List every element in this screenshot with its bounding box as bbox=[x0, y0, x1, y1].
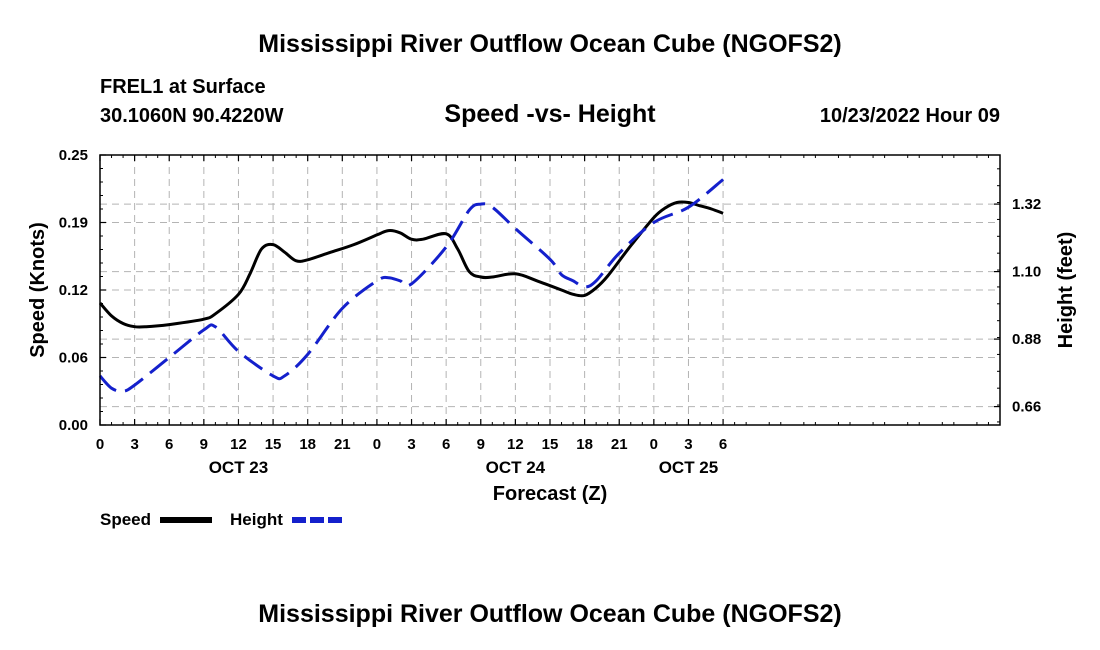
y-tick-label: 0.00 bbox=[59, 417, 88, 434]
data-series bbox=[98, 178, 725, 393]
x-tick-label: 15 bbox=[542, 436, 559, 453]
y-tick-label: 0.25 bbox=[59, 147, 88, 164]
y-axis-title: Speed (Knots) bbox=[27, 222, 49, 358]
x-tick-label: 12 bbox=[230, 436, 247, 453]
plot-frame bbox=[99, 154, 1001, 426]
x-tick-label: 9 bbox=[477, 436, 485, 453]
legend-label: Height bbox=[230, 510, 283, 529]
x-tick-label: 21 bbox=[334, 436, 351, 453]
y2-tick-label: 0.88 bbox=[1012, 331, 1041, 348]
y-tick-label: 0.12 bbox=[59, 282, 88, 299]
x-tick-label: 6 bbox=[165, 436, 173, 453]
x-tick-label: 18 bbox=[576, 436, 593, 453]
y2-tick-label: 0.66 bbox=[1012, 399, 1041, 416]
x-tick-label: 12 bbox=[507, 436, 524, 453]
forecast-datetime: 10/23/2022 Hour 09 bbox=[819, 105, 1000, 127]
station-name: FREL1 at Surface bbox=[100, 76, 266, 98]
y-tick-label: 0.19 bbox=[59, 215, 88, 232]
x-tick-label: 21 bbox=[611, 436, 628, 453]
x-tick-label: 9 bbox=[200, 436, 208, 453]
chart-subtitle: Speed -vs- Height bbox=[444, 100, 656, 128]
series-line-height bbox=[98, 178, 725, 393]
x-tick-label: 18 bbox=[299, 436, 316, 453]
legend: Speed Height bbox=[100, 510, 344, 529]
x-tick-label: 6 bbox=[719, 436, 727, 453]
x-tick-label: 15 bbox=[265, 436, 282, 453]
series-line-speed bbox=[98, 200, 724, 329]
x-tick-label: 0 bbox=[96, 436, 104, 453]
x-tick-label: 3 bbox=[684, 436, 692, 453]
chart-title: Mississippi River Outflow Ocean Cube (NG… bbox=[258, 30, 842, 58]
x-tick-label: 3 bbox=[130, 436, 138, 453]
next-chart-title: Mississippi River Outflow Ocean Cube (NG… bbox=[258, 600, 842, 628]
y2-tick-label: 1.10 bbox=[1012, 264, 1041, 281]
y-tick-label: 0.06 bbox=[59, 350, 88, 367]
station-coordinates: 30.1060N 90.4220W bbox=[100, 105, 284, 127]
date-label: OCT 24 bbox=[486, 458, 546, 477]
x-tick-label: 6 bbox=[442, 436, 450, 453]
axis-labels: 0 3 6 9 12 15 18 21 0 3 6 9 12 15 18 21 0 3 6 0.00 0.06 0.12 0… bbox=[27, 147, 1077, 505]
x-tick-label: 0 bbox=[650, 436, 658, 453]
grid-lines bbox=[100, 155, 1000, 425]
x-tick-label: 3 bbox=[407, 436, 415, 453]
y2-tick-label: 1.32 bbox=[1012, 196, 1041, 213]
y2-axis-title: Height (feet) bbox=[1055, 232, 1077, 349]
legend-label: Speed bbox=[100, 510, 151, 529]
x-axis-title: Forecast (Z) bbox=[493, 483, 607, 505]
date-label: OCT 23 bbox=[209, 458, 269, 477]
date-label: OCT 25 bbox=[659, 458, 719, 477]
x-tick-label: 0 bbox=[373, 436, 381, 453]
